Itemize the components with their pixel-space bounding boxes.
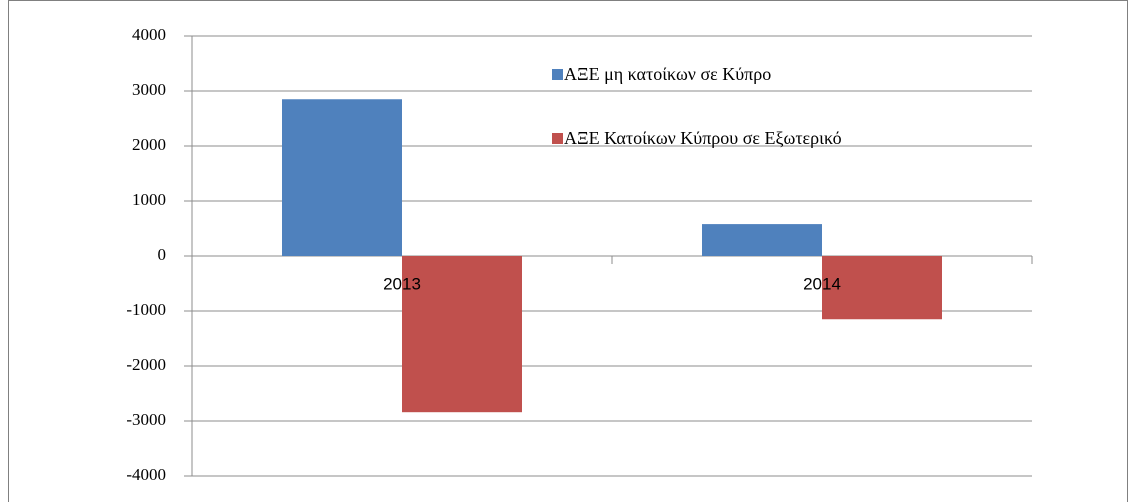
y-tick-label: 4000 — [132, 25, 166, 44]
y-tick-label: -3000 — [126, 410, 166, 429]
x-tick-label: 2014 — [803, 274, 841, 293]
bar — [282, 99, 402, 256]
y-tick-label: 3000 — [132, 80, 166, 99]
bar — [402, 256, 522, 413]
y-tick-label: 1000 — [132, 190, 166, 209]
legend-label: ΑΞΕ μη κατοίκων σε Κύπρο — [564, 64, 772, 84]
y-tick-label: -1000 — [126, 300, 166, 319]
bar — [702, 224, 822, 256]
legend-swatch — [552, 69, 563, 80]
x-tick-label: 2013 — [383, 274, 421, 293]
legend-label: ΑΞΕ Κατοίκων Κύπρου σε Εξωτερικό — [564, 128, 842, 148]
bar — [822, 256, 942, 320]
frame — [8, 0, 1128, 502]
y-tick-label: 2000 — [132, 135, 166, 154]
y-tick-label: 0 — [158, 245, 167, 264]
legend-swatch — [552, 133, 563, 144]
y-tick-label: -4000 — [126, 465, 166, 484]
y-tick-label: -2000 — [126, 355, 166, 374]
